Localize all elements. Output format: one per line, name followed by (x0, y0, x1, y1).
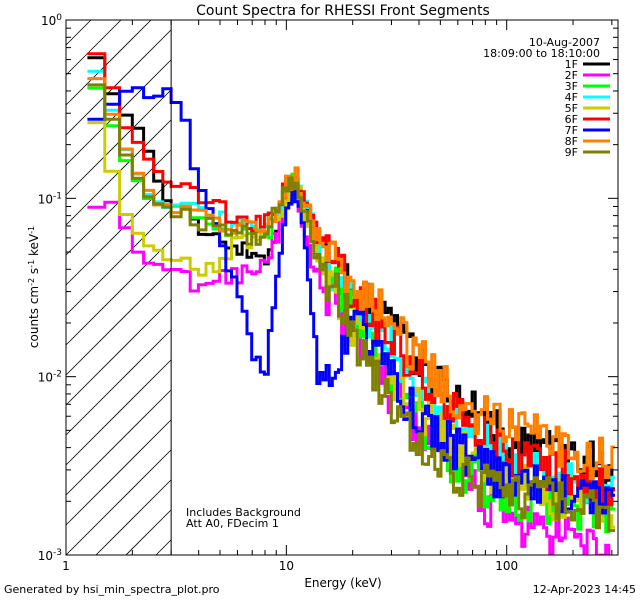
y-tick-label: 10-1 (38, 191, 62, 206)
legend-label-1F: 1F (565, 58, 578, 71)
x-tick-label: 100 (495, 559, 518, 573)
series-8F-line (87, 77, 615, 481)
legend-label-7F: 7F (565, 124, 578, 137)
footer-timestamp: 12-Apr-2023 14:45 (532, 583, 636, 596)
x-axis-label: Energy (keV) (304, 576, 381, 590)
y-axis-label: counts cm-2 s-1 keV-1 (27, 226, 42, 348)
series-9F-line (87, 83, 615, 532)
y-tick-label: 100 (41, 13, 62, 28)
x-tick-label: 1 (62, 559, 70, 573)
legend-label-9F: 9F (565, 146, 578, 159)
series-3F-line (87, 86, 615, 534)
legend-label-6F: 6F (565, 113, 578, 126)
y-tick-label: 10-2 (38, 370, 62, 385)
y-tick-label: 10-3 (38, 548, 62, 563)
x-tick-label: 10 (279, 559, 294, 573)
legend-time-range: 18:09:00 to 18:10:00 (483, 47, 600, 60)
legend: 10-Aug-2007 18:09:00 to 18:10:00 1F2F3F4… (483, 36, 610, 159)
legend-label-3F: 3F (565, 80, 578, 93)
annotation-attenuator: Att A0, FDecim 1 (186, 517, 279, 530)
series-layer (87, 52, 615, 555)
legend-label-8F: 8F (565, 135, 578, 148)
annotation-background: Includes Background (186, 506, 301, 519)
axes: 1 10 100 10-3 10-2 10-1 100 (38, 13, 618, 573)
plot-frame (65, 19, 619, 556)
series-2F-line (87, 193, 611, 555)
series-6F-line (87, 52, 615, 507)
legend-label-4F: 4F (565, 91, 578, 104)
footer-generator: Generated by hsi_min_spectra_plot.pro (4, 583, 220, 596)
legend-date: 10-Aug-2007 (529, 36, 600, 49)
legend-label-5F: 5F (565, 102, 578, 115)
legend-label-2F: 2F (565, 69, 578, 82)
series-7F-line (87, 86, 615, 515)
chart-title: Count Spectra for RHESSI Front Segments (196, 3, 490, 19)
